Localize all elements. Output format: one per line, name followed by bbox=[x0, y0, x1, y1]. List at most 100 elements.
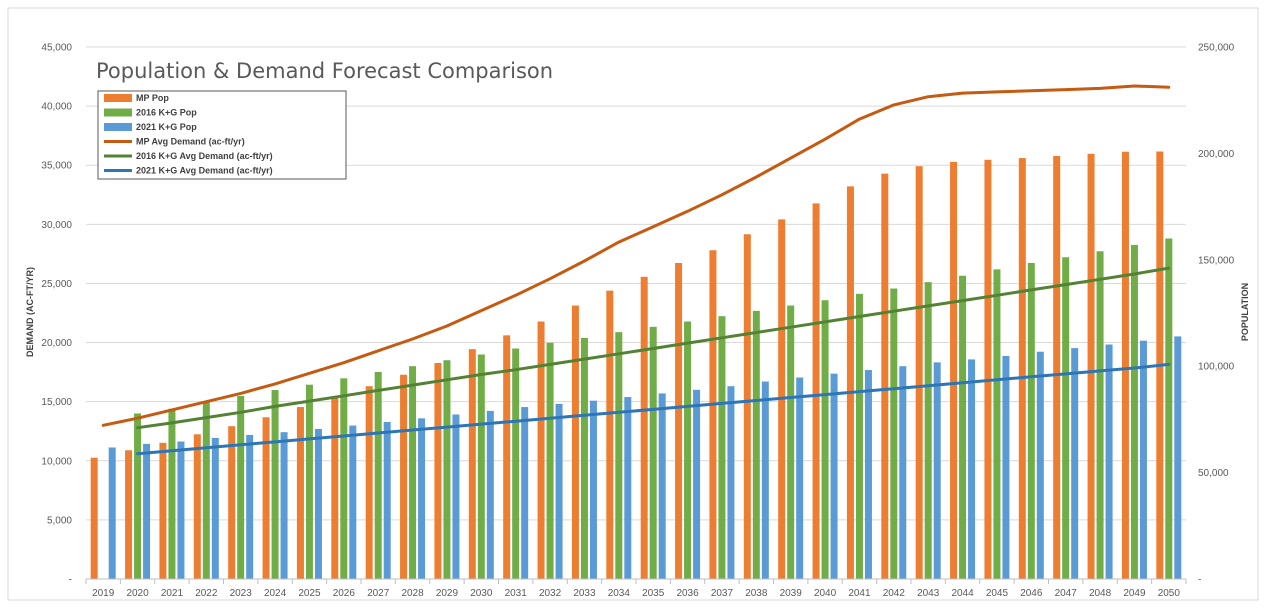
bar bbox=[761, 381, 769, 579]
x-tick-label: 2029 bbox=[436, 588, 459, 599]
bar bbox=[658, 393, 666, 579]
y-left-tick-label: 5,000 bbox=[47, 515, 72, 526]
bar bbox=[125, 450, 133, 579]
bar bbox=[1096, 251, 1104, 579]
y-right-tick-label: 50,000 bbox=[1198, 468, 1229, 479]
bar bbox=[555, 403, 563, 579]
bar bbox=[684, 321, 692, 579]
x-tick-label: 2039 bbox=[780, 588, 803, 599]
bar bbox=[486, 410, 494, 579]
bar bbox=[1139, 340, 1147, 579]
bar bbox=[959, 275, 967, 579]
x-tick-label: 2046 bbox=[1020, 588, 1043, 599]
bar bbox=[1071, 348, 1079, 579]
bar bbox=[1121, 151, 1129, 579]
bar bbox=[864, 370, 872, 579]
y-left-tick-label: 15,000 bbox=[41, 397, 72, 408]
y-left-tick-label: 25,000 bbox=[41, 279, 72, 290]
x-tick-label: 2025 bbox=[298, 588, 321, 599]
series-line bbox=[136, 266, 1171, 430]
legend-swatch bbox=[104, 123, 132, 131]
y-left-tick-label: 35,000 bbox=[41, 161, 72, 172]
bar bbox=[924, 282, 932, 579]
bar bbox=[365, 386, 373, 579]
bar bbox=[615, 332, 623, 579]
bar bbox=[134, 413, 142, 579]
bar bbox=[752, 310, 760, 579]
x-tick-label: 2045 bbox=[986, 588, 1009, 599]
legend-label: 2021 K+G Avg Demand (ac-ft/yr) bbox=[136, 166, 273, 176]
bar bbox=[331, 396, 339, 579]
bar bbox=[1062, 257, 1070, 579]
bar bbox=[546, 342, 554, 579]
bar bbox=[933, 362, 941, 579]
bar bbox=[108, 447, 116, 579]
bar bbox=[271, 390, 279, 579]
bar bbox=[606, 290, 614, 579]
x-tick-label: 2034 bbox=[608, 588, 631, 599]
bar bbox=[262, 417, 270, 579]
bar bbox=[589, 400, 597, 579]
series-line bbox=[136, 362, 1171, 456]
legend-box bbox=[97, 90, 347, 180]
bar bbox=[400, 374, 408, 579]
x-tick-label: 2044 bbox=[951, 588, 974, 599]
legend-label: MP Avg Demand (ac-ft/yr) bbox=[136, 137, 245, 147]
x-tick-label: 2037 bbox=[711, 588, 734, 599]
x-tick-label: 2026 bbox=[333, 588, 356, 599]
x-tick-label: 2038 bbox=[745, 588, 768, 599]
bar bbox=[246, 434, 254, 579]
bar bbox=[349, 425, 357, 579]
y-left-tick-label: 10,000 bbox=[41, 456, 72, 467]
bar bbox=[743, 234, 751, 579]
bar bbox=[305, 384, 313, 579]
bar bbox=[193, 434, 201, 579]
bar bbox=[787, 305, 795, 579]
bar bbox=[855, 293, 863, 579]
legend-items: MP Pop 2016 K+G Pop 2021 K+G Pop MP Avg Dem… bbox=[104, 93, 273, 176]
legend-swatch bbox=[104, 108, 132, 117]
bar bbox=[881, 173, 889, 579]
lines bbox=[101, 84, 1171, 456]
bar bbox=[468, 349, 476, 579]
x-tick-label: 2036 bbox=[676, 588, 699, 599]
bar bbox=[418, 418, 426, 579]
bar bbox=[237, 395, 245, 579]
bar bbox=[1130, 244, 1138, 580]
bar bbox=[675, 262, 683, 579]
y-right-tick-label: 100,000 bbox=[1198, 362, 1235, 373]
x-tick-label: 2032 bbox=[539, 588, 562, 599]
y-right-tick-label: 150,000 bbox=[1198, 255, 1235, 266]
bar bbox=[1165, 238, 1173, 579]
legend: MP Pop 2016 K+G Pop 2021 K+G Pop MP Avg Dem… bbox=[97, 90, 347, 180]
bar bbox=[796, 377, 804, 579]
bar bbox=[90, 457, 98, 579]
y-left-tick-label: - bbox=[69, 575, 72, 586]
bar bbox=[993, 269, 1001, 579]
y-left-tick-label: 30,000 bbox=[41, 220, 72, 231]
x-tick-label: 2042 bbox=[883, 588, 906, 599]
bar bbox=[202, 402, 210, 579]
bar bbox=[727, 386, 735, 579]
series-line bbox=[101, 84, 1171, 427]
bar bbox=[1027, 262, 1035, 579]
y-axis-left-title: DEMAND (AC-FT/YR) bbox=[25, 267, 35, 357]
bar bbox=[1105, 344, 1113, 579]
legend-label: MP Pop bbox=[136, 93, 169, 103]
bar bbox=[409, 366, 417, 579]
bar bbox=[950, 161, 958, 580]
bar bbox=[211, 437, 219, 579]
y-left-tick-label: 20,000 bbox=[41, 338, 72, 349]
bar bbox=[984, 159, 992, 579]
x-tick-label: 2022 bbox=[195, 588, 218, 599]
bar bbox=[1036, 351, 1044, 579]
y-right-tick-label: - bbox=[1198, 575, 1201, 586]
bar bbox=[968, 359, 976, 579]
x-tick-label: 2047 bbox=[1055, 588, 1078, 599]
bar bbox=[280, 432, 288, 579]
bar bbox=[640, 276, 648, 579]
x-tick-label: 2021 bbox=[161, 588, 184, 599]
bar bbox=[477, 354, 485, 579]
bar bbox=[314, 428, 322, 579]
bar bbox=[1053, 155, 1061, 579]
